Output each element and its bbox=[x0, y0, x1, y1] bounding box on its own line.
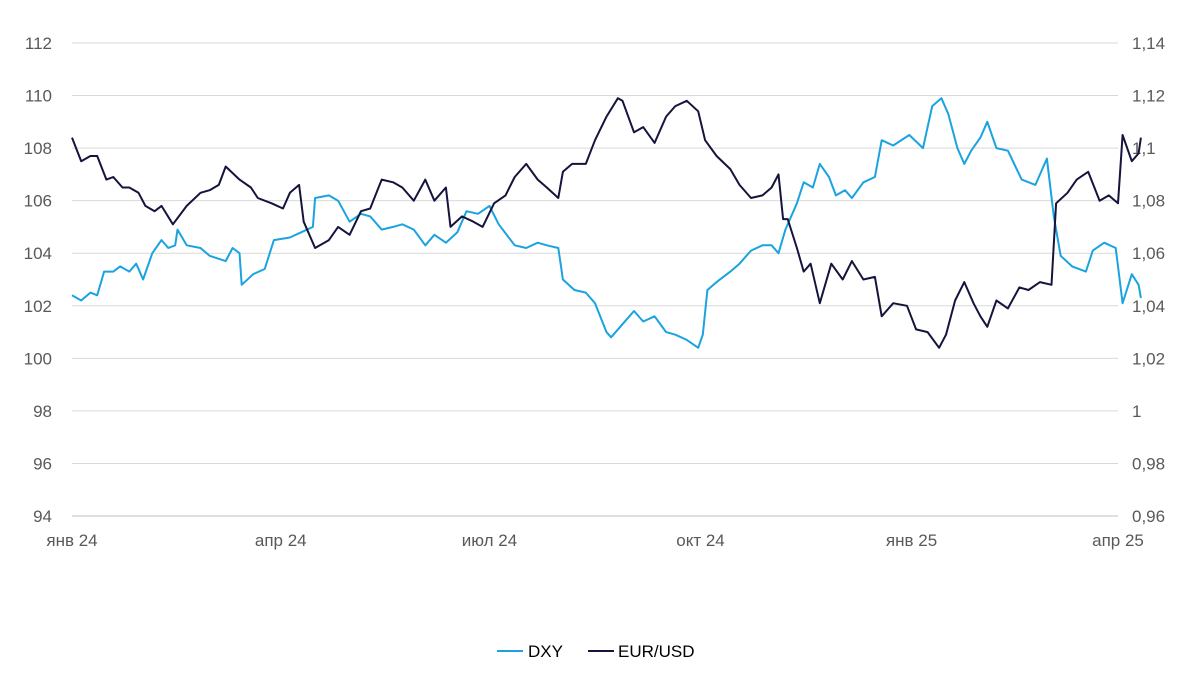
left-tick-label: 100 bbox=[24, 349, 52, 368]
right-tick-label: 1 bbox=[1132, 402, 1141, 421]
x-tick-label: апр 25 bbox=[1092, 531, 1144, 550]
left-tick-label: 94 bbox=[33, 507, 52, 526]
right-axis-tick-labels: 0,96 0,98 1 1,02 1,04 1,06 1,08 1,1 1,12 1,14 bbox=[1132, 34, 1165, 526]
left-tick-label: 108 bbox=[24, 139, 52, 158]
right-tick-label: 1,06 bbox=[1132, 244, 1165, 263]
right-tick-label: 1,12 bbox=[1132, 87, 1165, 106]
left-tick-label: 110 bbox=[25, 87, 52, 106]
gridlines bbox=[72, 42, 1118, 464]
left-tick-label: 96 bbox=[33, 454, 52, 473]
right-tick-label: 1,04 bbox=[1132, 297, 1165, 316]
right-tick-label: 0,98 bbox=[1132, 454, 1165, 473]
left-tick-label: 98 bbox=[33, 402, 52, 421]
x-tick-label: янв 25 bbox=[886, 531, 937, 550]
x-axis-tick-labels: янв 24 апр 24 июл 24 окт 24 янв 25 апр 25 bbox=[46, 531, 1144, 550]
right-tick-label: 1,1 bbox=[1132, 139, 1156, 158]
left-tick-label: 104 bbox=[24, 244, 52, 263]
series-line-dxy bbox=[71, 97, 1142, 349]
series-line-eurusd bbox=[71, 97, 1142, 349]
left-axis-tick-labels: 94 96 98 100 102 104 106 108 110 112 bbox=[24, 34, 52, 526]
right-tick-label: 0,96 bbox=[1132, 507, 1165, 526]
legend-label-eurusd: EUR/USD bbox=[618, 642, 695, 661]
left-tick-label: 112 bbox=[25, 34, 52, 53]
right-tick-label: 1,14 bbox=[1132, 34, 1165, 53]
x-tick-label: апр 24 bbox=[255, 531, 307, 550]
series-layer bbox=[71, 97, 1142, 349]
legend-label-dxy: DXY bbox=[528, 642, 563, 661]
x-tick-label: окт 24 bbox=[676, 531, 725, 550]
right-tick-label: 1,02 bbox=[1132, 349, 1165, 368]
legend-item-dxy: DXY bbox=[497, 642, 563, 661]
left-tick-label: 102 bbox=[24, 297, 52, 316]
x-tick-label: янв 24 bbox=[46, 531, 97, 550]
x-tick-label: июл 24 bbox=[462, 531, 517, 550]
right-tick-label: 1,08 bbox=[1132, 192, 1165, 211]
left-tick-label: 106 bbox=[24, 192, 52, 211]
legend-item-eurusd: EUR/USD bbox=[588, 642, 695, 661]
legend: DXY EUR/USD bbox=[497, 642, 695, 661]
